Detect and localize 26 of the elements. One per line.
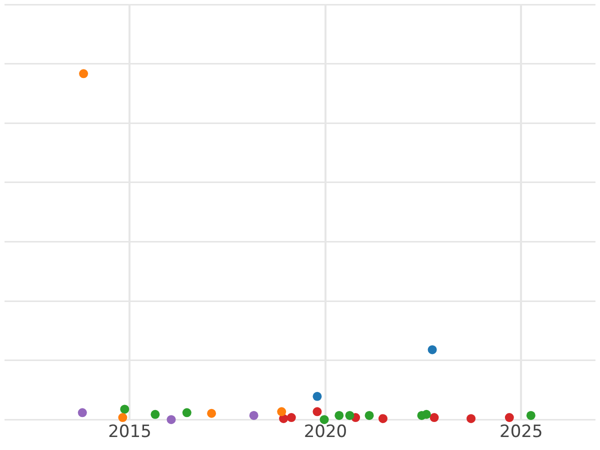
point	[466, 414, 476, 424]
point	[79, 69, 88, 78]
point	[312, 392, 322, 401]
point	[378, 414, 388, 424]
point	[120, 404, 130, 414]
point	[428, 345, 437, 354]
point	[118, 413, 128, 422]
point	[364, 410, 374, 420]
point	[249, 410, 258, 420]
point	[277, 407, 286, 416]
point	[150, 410, 160, 419]
point	[286, 413, 296, 422]
point	[345, 410, 354, 420]
point	[320, 415, 329, 424]
point	[207, 408, 216, 418]
x-tick-label: 2020	[304, 422, 348, 442]
x-tick-label: 2025	[500, 422, 543, 442]
point	[430, 413, 439, 422]
point	[312, 407, 322, 416]
x-tick-label: 2015	[108, 422, 152, 442]
point	[334, 410, 344, 420]
point	[182, 408, 192, 418]
point	[526, 410, 536, 420]
point	[504, 413, 514, 422]
point	[78, 408, 87, 418]
point	[166, 415, 176, 424]
